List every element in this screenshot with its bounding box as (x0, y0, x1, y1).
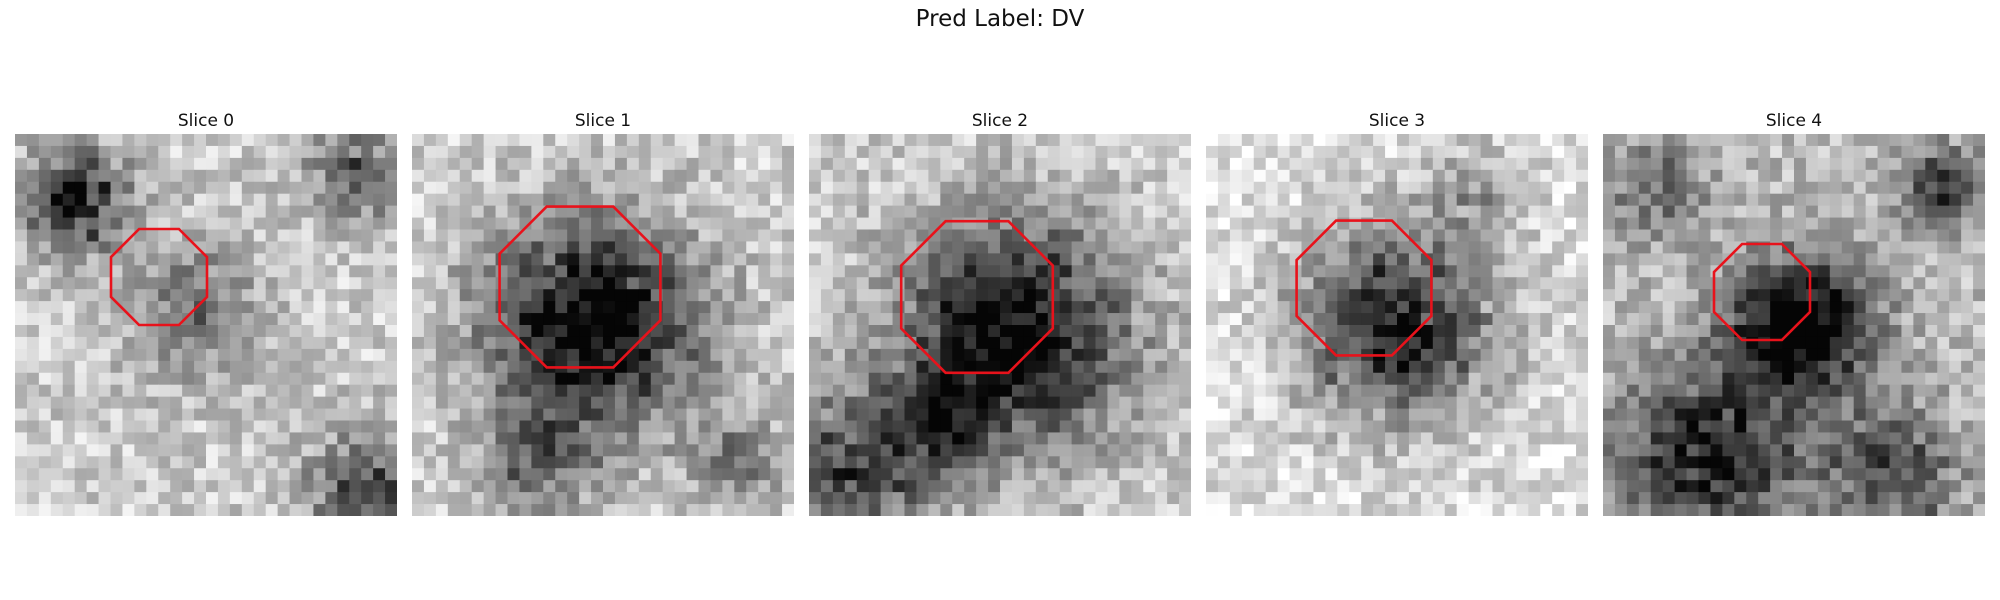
slice-image (1603, 134, 1985, 516)
slice-panel-4: Slice 4 (1603, 108, 1985, 516)
pixel-grid (809, 134, 1191, 516)
slice-panel-0: Slice 0 (15, 108, 397, 516)
segmentation-contour (899, 219, 1055, 375)
slice-title: Slice 0 (177, 111, 235, 131)
slice-title: Slice 3 (1368, 111, 1426, 131)
slice-title: Slice 1 (574, 111, 632, 131)
slice-title: Slice 2 (971, 111, 1029, 131)
segmentation-contour (109, 227, 209, 327)
segmentation-contour (1712, 242, 1812, 342)
pixel-grid (1603, 134, 1985, 516)
slice-image (809, 134, 1191, 516)
pixel-grid (412, 134, 794, 516)
slice-image (412, 134, 794, 516)
slice-panel-1: Slice 1 (412, 108, 794, 516)
slice-image (15, 134, 397, 516)
segmentation-contour (1295, 219, 1433, 357)
slice-panel-2: Slice 2 (809, 108, 1191, 516)
figure-title: Pred Label: DV (915, 6, 1085, 32)
pixel-grid (15, 134, 397, 516)
pixel-grid (1206, 134, 1588, 516)
segmentation-contour (498, 205, 662, 369)
slice-panel-3: Slice 3 (1206, 108, 1588, 516)
slice-image (1206, 134, 1588, 516)
slice-title: Slice 4 (1765, 111, 1823, 131)
